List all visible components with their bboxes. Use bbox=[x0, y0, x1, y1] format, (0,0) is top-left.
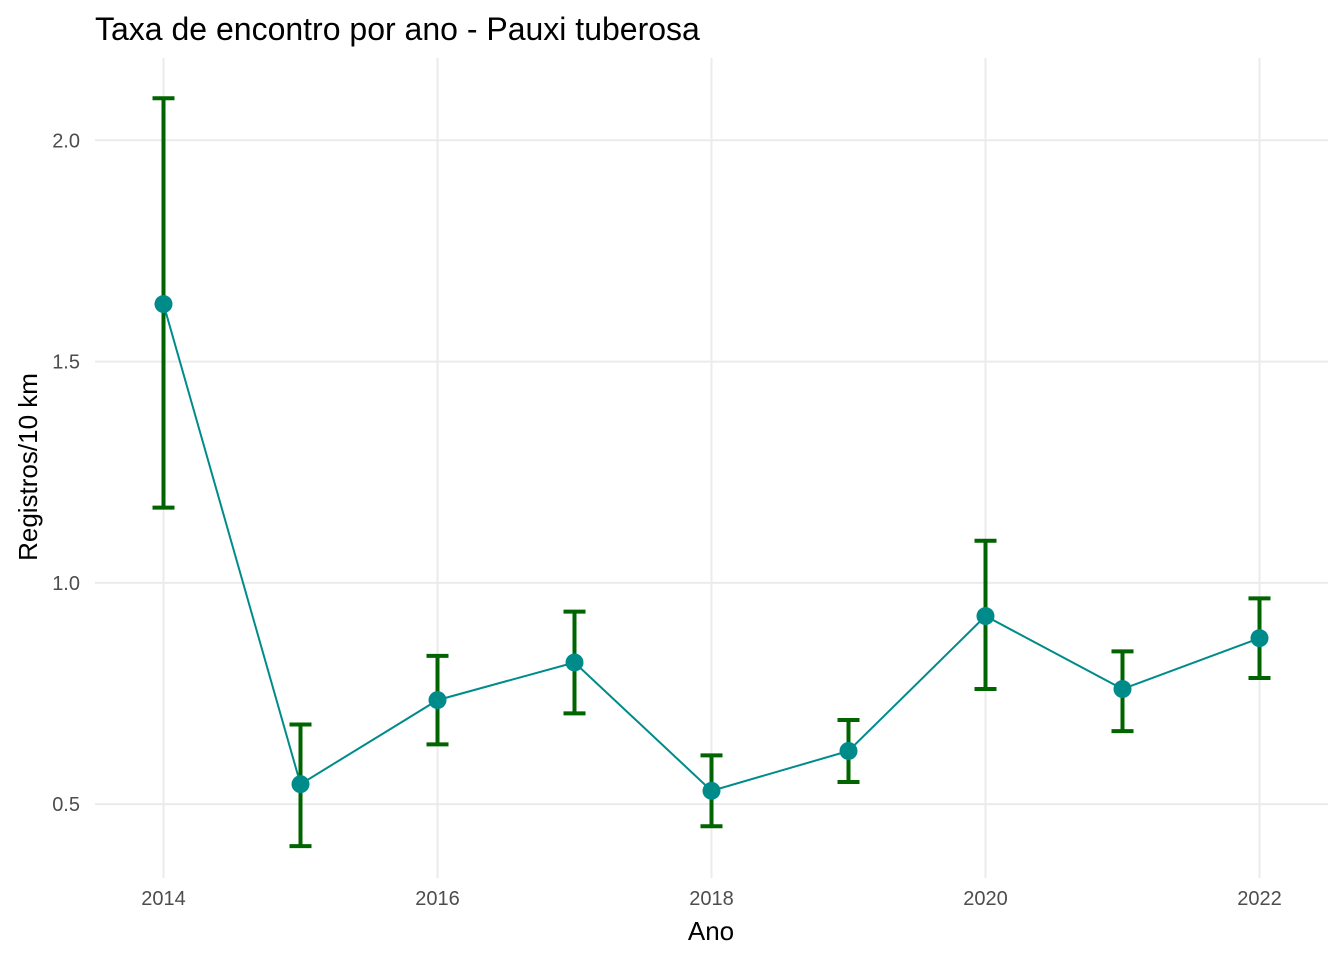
data-point bbox=[154, 295, 173, 314]
y-tick-label: 2.0 bbox=[52, 130, 80, 152]
data-point bbox=[428, 691, 447, 710]
x-axis-title: Ano bbox=[688, 916, 734, 946]
y-tick-label: 0.5 bbox=[52, 794, 80, 816]
data-point bbox=[1113, 680, 1132, 699]
y-axis-title: Registros/10 km bbox=[13, 373, 43, 561]
x-tick-label: 2020 bbox=[963, 888, 1008, 910]
data-point bbox=[1250, 629, 1269, 648]
x-tick-label: 2022 bbox=[1237, 888, 1282, 910]
data-points bbox=[154, 295, 1269, 800]
data-point bbox=[565, 653, 584, 672]
x-tick-label: 2016 bbox=[415, 888, 460, 910]
data-point bbox=[291, 775, 310, 794]
data-point bbox=[702, 781, 721, 800]
chart-title: Taxa de encontro por ano - Pauxi tuberos… bbox=[95, 11, 700, 47]
tick-labels: 0.5 1.0 1.5 2.0 2014 2016 2018 2020 2022 bbox=[52, 130, 1282, 910]
y-tick-label: 1.5 bbox=[52, 352, 80, 374]
x-tick-label: 2014 bbox=[141, 888, 186, 910]
y-tick-label: 1.0 bbox=[52, 573, 80, 595]
data-point bbox=[839, 741, 858, 760]
x-tick-label: 2018 bbox=[689, 888, 734, 910]
data-point bbox=[976, 607, 995, 626]
